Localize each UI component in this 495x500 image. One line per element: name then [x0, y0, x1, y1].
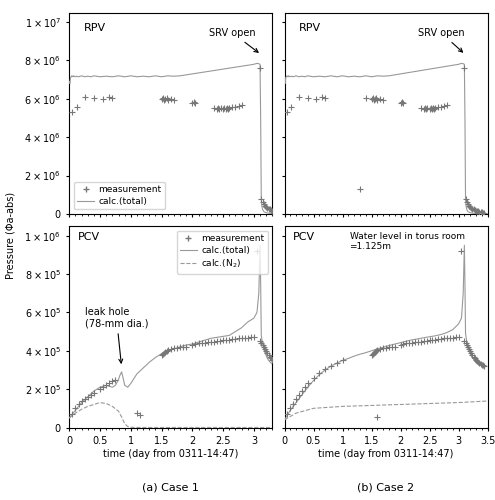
Text: Pressure (Φa-abs): Pressure (Φa-abs) — [6, 192, 16, 278]
Text: (b) Case 2: (b) Case 2 — [357, 482, 415, 492]
Text: RPV: RPV — [299, 22, 321, 32]
Legend: measurement, calc.(total), calc.(N$_2$): measurement, calc.(total), calc.(N$_2$) — [177, 230, 268, 274]
Legend: measurement, calc.(total): measurement, calc.(total) — [74, 182, 165, 210]
X-axis label: time (day from 0311-14:47): time (day from 0311-14:47) — [103, 448, 239, 458]
Text: PCV: PCV — [293, 232, 315, 242]
Text: SRV open: SRV open — [209, 28, 258, 52]
X-axis label: time (day from 0311-14:47): time (day from 0311-14:47) — [318, 448, 454, 458]
Text: Water level in torus room
=1.125m: Water level in torus room =1.125m — [349, 232, 464, 252]
Text: PCV: PCV — [77, 232, 99, 242]
Text: SRV open: SRV open — [418, 28, 464, 52]
Text: RPV: RPV — [84, 22, 105, 32]
Text: (a) Case 1: (a) Case 1 — [143, 482, 199, 492]
Text: leak hole
(78-mm dia.): leak hole (78-mm dia.) — [85, 306, 148, 363]
